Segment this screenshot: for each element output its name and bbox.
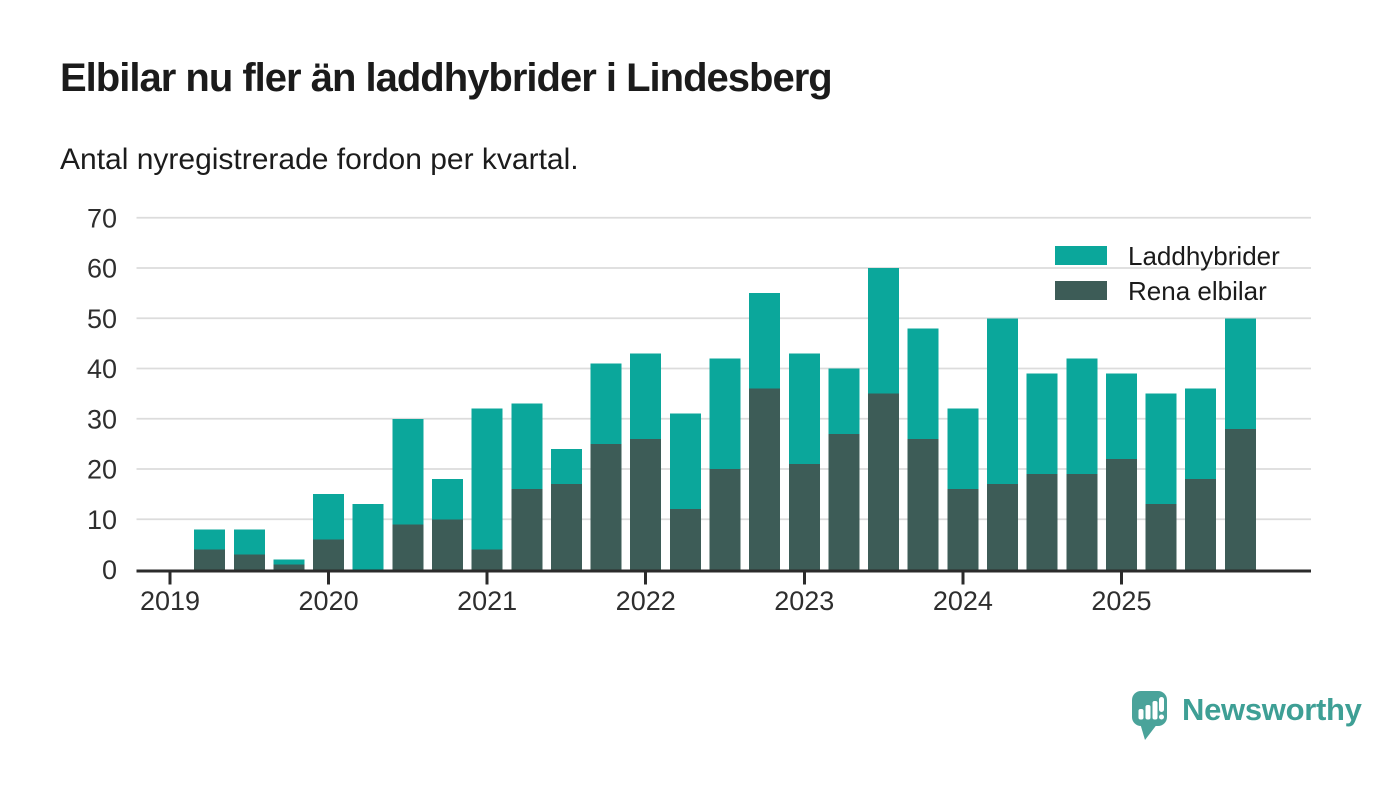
bar-segment-laddhybrider	[749, 293, 781, 389]
bar-segment-laddhybrider	[1026, 373, 1058, 475]
bar-segment-laddhybrider	[788, 353, 820, 464]
bar-segment-rena-elbilar	[313, 539, 345, 570]
bar-segment-rena-elbilar	[1105, 458, 1137, 570]
bar-segment-laddhybrider	[233, 529, 265, 555]
y-axis-label: 40	[87, 354, 117, 384]
bar-segment-rena-elbilar	[273, 564, 305, 570]
bar-segment-laddhybrider	[987, 318, 1019, 485]
bar-segment-rena-elbilar	[511, 489, 543, 570]
bar-segment-rena-elbilar	[709, 469, 741, 570]
y-axis-label: 30	[87, 404, 117, 434]
x-axis-label: 2019	[140, 586, 200, 616]
bar-segment-laddhybrider	[1105, 373, 1137, 459]
bar-segment-rena-elbilar	[828, 433, 860, 570]
bar-segment-rena-elbilar	[550, 484, 582, 570]
legend-item-laddhybrider: Laddhybrider	[1055, 243, 1280, 269]
legend: Laddhybrider Rena elbilar	[1055, 243, 1280, 316]
bar-segment-laddhybrider	[1066, 358, 1098, 475]
bar-segment-laddhybrider	[590, 363, 622, 444]
legend-swatch-rena-elbilar	[1055, 281, 1107, 300]
bar-segment-laddhybrider	[947, 408, 979, 490]
legend-label-rena-elbilar: Rena elbilar	[1128, 275, 1267, 306]
bar-segment-laddhybrider	[868, 268, 900, 394]
bar-segment-rena-elbilar	[868, 393, 900, 570]
bar-segment-laddhybrider	[471, 408, 503, 550]
y-axis-label: 50	[87, 304, 117, 334]
bar-segment-laddhybrider	[828, 368, 860, 434]
bar-segment-rena-elbilar	[1185, 479, 1217, 570]
y-axis-label: 10	[87, 505, 117, 535]
bar-segment-rena-elbilar	[590, 443, 622, 570]
x-axis-label: 2022	[616, 586, 676, 616]
legend-swatch-laddhybrider	[1055, 246, 1107, 265]
legend-item-rena-elbilar: Rena elbilar	[1055, 278, 1280, 304]
bar-segment-rena-elbilar	[947, 489, 979, 570]
x-axis-label: 2023	[774, 586, 834, 616]
chart-title: Elbilar nu fler än laddhybrider i Lindes…	[60, 56, 833, 100]
bar-segment-rena-elbilar	[1026, 474, 1058, 570]
bar-segment-rena-elbilar	[1224, 428, 1256, 570]
bar-segment-rena-elbilar	[432, 519, 464, 570]
bar-segment-rena-elbilar	[194, 549, 226, 570]
bar-segment-laddhybrider	[511, 403, 543, 490]
x-axis-label: 2025	[1091, 586, 1151, 616]
bar-segment-rena-elbilar	[1145, 504, 1177, 570]
bar-segment-rena-elbilar	[630, 438, 662, 570]
bar-segment-laddhybrider	[669, 413, 701, 510]
y-axis-label: 70	[87, 203, 117, 233]
y-axis-label: 20	[87, 455, 117, 485]
bar-segment-laddhybrider	[1145, 393, 1177, 505]
bar-segment-laddhybrider	[194, 529, 226, 550]
bar-segment-rena-elbilar	[749, 388, 781, 570]
y-axis-label: 0	[102, 555, 117, 585]
bar-segment-rena-elbilar	[907, 438, 939, 570]
y-axis-label: 60	[87, 254, 117, 284]
bar-segment-laddhybrider	[1224, 318, 1256, 429]
bar-segment-laddhybrider	[630, 353, 662, 439]
bar-segment-laddhybrider	[432, 479, 464, 520]
bar-segment-rena-elbilar	[1066, 474, 1098, 570]
x-axis-label: 2024	[933, 586, 993, 616]
chart-subtitle: Antal nyregistrerade fordon per kvartal.	[60, 143, 579, 176]
bar-segment-rena-elbilar	[987, 484, 1019, 570]
newsworthy-wordmark: Newsworthy	[1182, 692, 1362, 727]
newsworthy-speech-bubble-chart-icon	[1132, 691, 1167, 740]
bar-segment-laddhybrider	[550, 448, 582, 485]
bar-segment-rena-elbilar	[669, 509, 701, 570]
bar-segment-rena-elbilar	[788, 463, 820, 570]
bar-segment-laddhybrider	[709, 358, 741, 469]
bar-segment-laddhybrider	[313, 494, 345, 540]
bar-segment-rena-elbilar	[233, 554, 265, 570]
x-axis-label: 2021	[457, 586, 517, 616]
legend-label-laddhybrider: Laddhybrider	[1128, 240, 1280, 271]
newsworthy-logo: Newsworthy	[1131, 690, 1362, 742]
bar-segment-laddhybrider	[273, 559, 305, 565]
bar-segment-laddhybrider	[907, 328, 939, 439]
bar-segment-laddhybrider	[352, 504, 384, 570]
bar-segment-rena-elbilar	[471, 549, 503, 570]
x-axis-label: 2020	[299, 586, 359, 616]
bar-segment-laddhybrider	[1185, 388, 1217, 480]
bar-segment-laddhybrider	[392, 418, 424, 525]
bar-segment-rena-elbilar	[392, 524, 424, 570]
